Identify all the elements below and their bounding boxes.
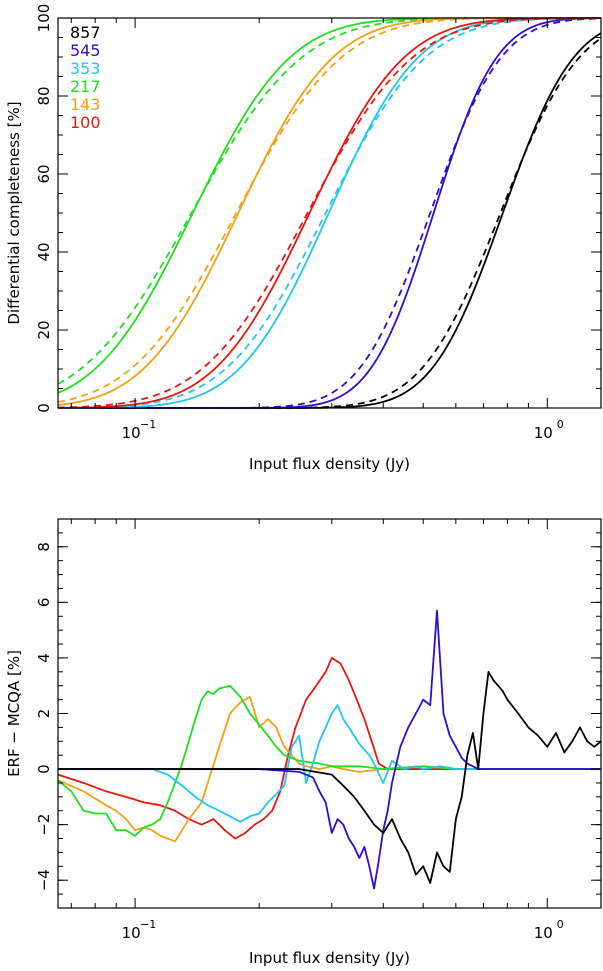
bottom-ytick-label: 4 bbox=[35, 653, 53, 663]
difference-line-353 bbox=[58, 704, 601, 823]
bottom-ytick-label: 2 bbox=[35, 709, 53, 719]
top-ytick-label: 60 bbox=[35, 164, 53, 183]
bottom-ytick-label: 0 bbox=[35, 764, 53, 774]
top-ytick-label: 20 bbox=[35, 320, 53, 339]
top-ytick-label: 40 bbox=[35, 242, 53, 261]
difference-line-100 bbox=[58, 657, 601, 840]
legend-entry-545: 545 bbox=[70, 41, 101, 60]
completeness-mcqa-line-100 bbox=[57, 17, 602, 409]
top-xtick-exponent: 0 bbox=[557, 418, 564, 431]
completeness-erf-line-353 bbox=[58, 17, 601, 409]
bottom-y-axis-label: ERF − MCQA [%] bbox=[5, 650, 23, 777]
difference-line-217 bbox=[58, 684, 601, 837]
legend-entry-217: 217 bbox=[70, 77, 101, 96]
bottom-frame bbox=[57, 518, 602, 909]
bottom-ytick-label: −4 bbox=[35, 869, 53, 891]
bottom-x-axis-label: Input flux density (Jy) bbox=[249, 949, 410, 967]
bottom-ytick-label: 8 bbox=[35, 542, 53, 552]
completeness-erf-line-857 bbox=[58, 32, 602, 409]
completeness-curves bbox=[57, 17, 602, 409]
bottom-ytick-label: −2 bbox=[35, 814, 53, 836]
top-ytick-label: 80 bbox=[35, 86, 53, 105]
legend-entry-857: 857 bbox=[70, 23, 101, 42]
top-ytick-label: 100 bbox=[35, 4, 53, 33]
legend-entry-143: 143 bbox=[70, 95, 101, 114]
top-y-axis-label: Differential completeness [%] bbox=[5, 101, 23, 324]
bottom-xtick-label: 10 bbox=[534, 924, 553, 942]
bottom-xtick-label: 10 bbox=[122, 924, 141, 942]
top-ytick-label: 0 bbox=[35, 403, 53, 413]
completeness-erf-line-217 bbox=[57, 17, 601, 394]
top-xtick-label: 10 bbox=[534, 424, 553, 442]
bottom-xtick-exponent: 0 bbox=[557, 918, 564, 931]
top-x-axis-label: Input flux density (Jy) bbox=[249, 455, 410, 473]
completeness-mcqa-line-857 bbox=[58, 37, 602, 409]
completeness-mcqa-line-217 bbox=[57, 17, 601, 385]
bottom-xtick-exponent: −1 bbox=[140, 918, 156, 931]
difference-line-545 bbox=[58, 609, 601, 890]
bottom-ytick-label: 6 bbox=[35, 598, 53, 608]
legend-entry-100: 100 bbox=[70, 113, 101, 132]
top-xtick-label: 10 bbox=[122, 424, 141, 442]
top-xtick-exponent: −1 bbox=[140, 418, 156, 431]
legend-entry-353: 353 bbox=[70, 59, 101, 78]
difference-curves bbox=[58, 609, 601, 890]
difference-line-857 bbox=[58, 670, 601, 884]
